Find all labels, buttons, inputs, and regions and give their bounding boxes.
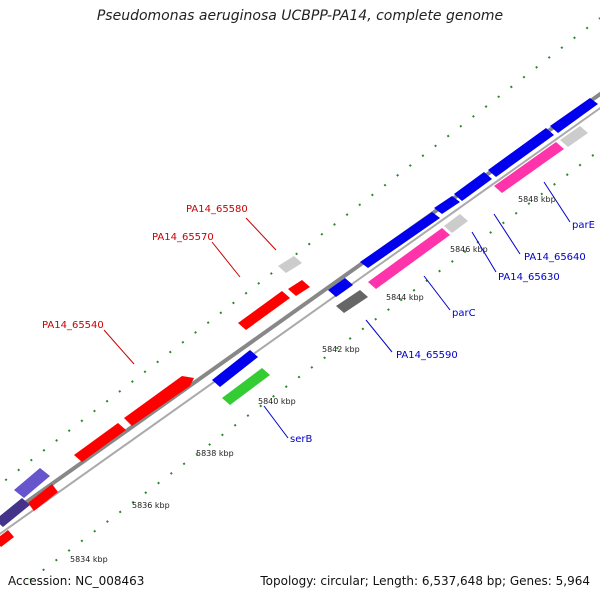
map-title: Pseudomonas aeruginosa UCBPP-PA14, compl… [96, 8, 504, 24]
tick-label: 5846 kbp [450, 245, 488, 254]
tick-label: 5834 kbp [70, 555, 108, 564]
upper-tick-track [0, 17, 600, 486]
gene-blue-e[interactable] [550, 98, 598, 133]
tick-label: 5836 kbp [132, 501, 170, 510]
gene-pa14-65570-b[interactable] [288, 280, 310, 296]
tick-label: 5838 kbp [196, 449, 234, 458]
label-pa14-65640[interactable]: PA14_65640 [524, 252, 586, 263]
lower-tick-track [29, 149, 600, 581]
gene-pa14-65540-b[interactable] [124, 376, 194, 426]
label-pa14-65580[interactable]: PA14_65580 [186, 204, 248, 215]
tick-label: 5844 kbp [386, 293, 424, 302]
gene-serb[interactable] [222, 368, 270, 405]
gene-blue-lower-left[interactable] [212, 350, 258, 387]
gene-pa14-65640-grey[interactable] [560, 126, 588, 147]
gene-purple[interactable] [14, 468, 50, 498]
label-pa14-65570[interactable]: PA14_65570 [152, 232, 214, 243]
gene-pare[interactable] [494, 142, 564, 193]
gene-blue-b[interactable] [434, 196, 460, 214]
gene-red-edge[interactable] [0, 530, 14, 547]
label-parc[interactable]: parC [452, 308, 476, 319]
label-pa14-65630[interactable]: PA14_65630 [498, 272, 560, 283]
gene-pa14-65580[interactable] [278, 256, 302, 273]
gene-pa14-65590[interactable] [336, 290, 368, 313]
gene-blue-a[interactable] [360, 212, 440, 268]
label-pare[interactable]: parE [572, 220, 595, 231]
tick-label: 5842 kbp [322, 345, 360, 354]
gene-blue-c[interactable] [454, 172, 492, 201]
gene-pa14-65630[interactable] [444, 214, 468, 233]
gene-labels: PA14_65580 PA14_65570 PA14_65540 serB PA… [42, 204, 595, 445]
leader-lines [103, 181, 571, 439]
gene-blue-d[interactable] [488, 128, 554, 177]
gene-parc[interactable] [368, 228, 450, 289]
tick-labels: 5834 kbp 5836 kbp 5838 kbp 5840 kbp 5842… [70, 195, 556, 564]
gene-navy[interactable] [0, 498, 30, 527]
topology-text: Topology: circular; Length: 6,537,648 bp… [260, 574, 590, 588]
tick-label: 5840 kbp [258, 397, 296, 406]
gene-red-far-left[interactable] [28, 484, 58, 511]
lower-strand-genes [212, 126, 588, 405]
gene-pa14-65570[interactable] [238, 291, 290, 330]
label-pa14-65590[interactable]: PA14_65590 [396, 350, 458, 361]
gene-blue-small[interactable] [328, 278, 353, 297]
upper-strand-genes [0, 98, 598, 547]
label-serb[interactable]: serB [290, 434, 312, 445]
accession-text: Accession: NC_008463 [8, 574, 145, 588]
genome-backbone [0, 91, 600, 536]
gene-pa14-65540-a[interactable] [74, 423, 126, 462]
label-pa14-65540[interactable]: PA14_65540 [42, 320, 104, 331]
tick-label: 5848 kbp [518, 195, 556, 204]
